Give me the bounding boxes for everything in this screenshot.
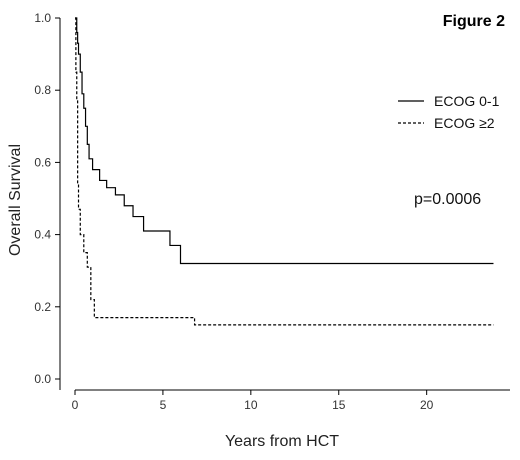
figure-title: Figure 2 [443, 13, 505, 30]
y-tick-label: 0.0 [34, 372, 51, 386]
x-tick-label: 0 [72, 398, 79, 412]
y-axis-title: Overall Survival [7, 144, 24, 256]
legend-label: ECOG ≥2 [434, 115, 495, 131]
series-layer [75, 17, 494, 326]
y-tick-label: 1.0 [34, 11, 51, 25]
series-line-ecog-0-1 [75, 17, 494, 265]
x-tick-label: 5 [160, 398, 167, 412]
legend-item-ecog-2: ECOG ≥2 [398, 115, 495, 131]
legend-label: ECOG 0-1 [434, 93, 500, 109]
y-tick-label: 0.6 [34, 155, 51, 169]
legend-item-ecog-0-1: ECOG 0-1 [398, 93, 500, 109]
y-tick-label: 0.4 [34, 228, 51, 242]
y-tick-label: 0.2 [34, 300, 51, 314]
plot-axes [59, 18, 510, 391]
x-axis-title: Years from HCT [225, 433, 339, 450]
y-ticks: 0.0 0.2 0.4 0.6 0.8 1.0 [34, 11, 60, 386]
x-tick-label: 20 [420, 398, 434, 412]
x-tick-label: 15 [332, 398, 346, 412]
x-ticks: 0 5 10 15 20 [72, 390, 434, 412]
x-tick-label: 10 [244, 398, 258, 412]
legend: ECOG 0-1 ECOG ≥2 [398, 93, 500, 131]
series-line-ecog-2 [75, 17, 494, 326]
y-tick-label: 0.8 [34, 83, 51, 97]
p-value-annotation: p=0.0006 [414, 191, 481, 208]
